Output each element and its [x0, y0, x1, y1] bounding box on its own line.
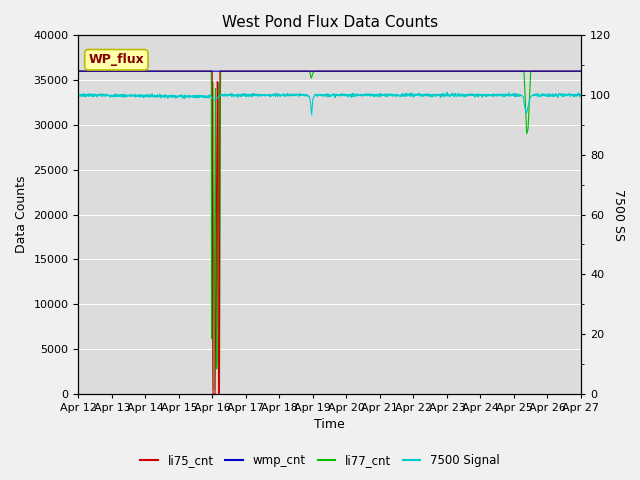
Text: WP_flux: WP_flux: [88, 53, 144, 66]
li75_cnt: [577, 68, 585, 74]
7500 Signal: [533, 91, 541, 97]
7500 Signal: [547, 92, 555, 98]
Y-axis label: Data Counts: Data Counts: [15, 176, 28, 253]
Line: li77_cnt: li77_cnt: [79, 71, 581, 391]
wmp_cnt: [532, 68, 540, 74]
7500 Signal: [75, 91, 83, 96]
7500 Signal: [577, 93, 585, 99]
li75_cnt: [215, 391, 223, 396]
7500 Signal: [344, 93, 352, 98]
li77_cnt: [214, 169, 222, 175]
Legend: li75_cnt, wmp_cnt, li77_cnt, 7500 Signal: li75_cnt, wmp_cnt, li77_cnt, 7500 Signal: [136, 449, 504, 472]
7500 Signal: [355, 92, 363, 98]
Line: li75_cnt: li75_cnt: [79, 71, 581, 394]
li75_cnt: [476, 68, 483, 74]
li77_cnt: [344, 68, 352, 74]
li77_cnt: [533, 68, 541, 74]
wmp_cnt: [344, 68, 351, 74]
7500 Signal: [444, 89, 451, 95]
wmp_cnt: [214, 68, 222, 74]
li75_cnt: [355, 68, 363, 74]
7500 Signal: [308, 112, 316, 118]
Y-axis label: 7500 SS: 7500 SS: [612, 189, 625, 240]
wmp_cnt: [75, 68, 83, 74]
li75_cnt: [209, 391, 217, 396]
X-axis label: Time: Time: [314, 419, 345, 432]
Title: West Pond Flux Data Counts: West Pond Flux Data Counts: [221, 15, 438, 30]
wmp_cnt: [476, 68, 483, 74]
li77_cnt: [547, 68, 554, 74]
Line: 7500 Signal: 7500 Signal: [79, 92, 581, 115]
7500 Signal: [214, 94, 222, 100]
li77_cnt: [75, 68, 83, 74]
li77_cnt: [216, 388, 223, 394]
li77_cnt: [476, 68, 483, 74]
7500 Signal: [476, 92, 484, 97]
li77_cnt: [577, 68, 585, 74]
wmp_cnt: [577, 68, 585, 74]
wmp_cnt: [355, 68, 362, 74]
li75_cnt: [533, 68, 541, 74]
wmp_cnt: [547, 68, 554, 74]
li75_cnt: [344, 68, 352, 74]
li75_cnt: [547, 68, 554, 74]
li75_cnt: [75, 68, 83, 74]
li77_cnt: [355, 68, 363, 74]
